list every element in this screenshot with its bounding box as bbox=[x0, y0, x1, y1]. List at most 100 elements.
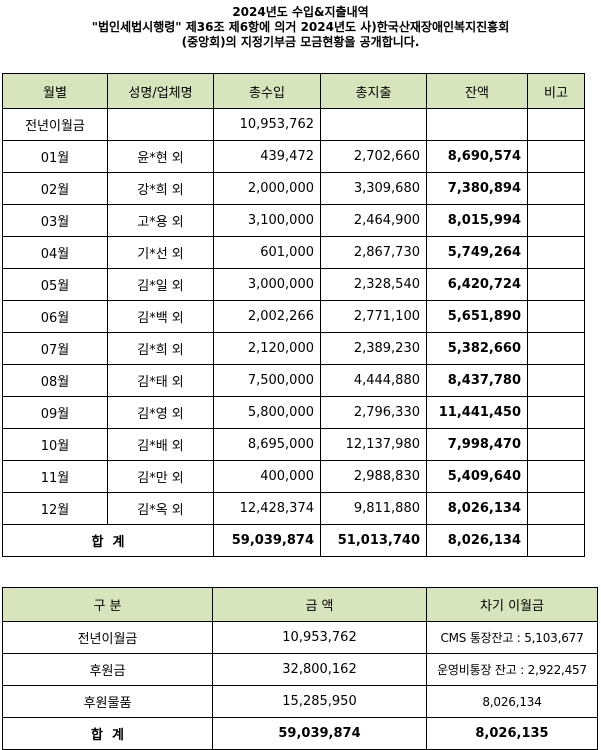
summary-category-cell: 전년이월금 bbox=[2, 621, 213, 654]
note-cell bbox=[527, 460, 585, 493]
title-line-1: 2024년도 수입&지출내역 bbox=[232, 5, 369, 19]
note-cell bbox=[527, 428, 585, 461]
name-cell: 김*배 외 bbox=[107, 428, 214, 461]
summary-amount-cell: 15,285,950 bbox=[212, 685, 427, 718]
header-balance: 잔액 bbox=[426, 73, 528, 109]
balance-cell: 11,441,450 bbox=[426, 396, 528, 429]
balance-cell: 8,026,134 bbox=[426, 492, 528, 525]
income-cell: 7,500,000 bbox=[213, 364, 321, 397]
name-cell: 김*만 외 bbox=[107, 460, 214, 493]
carryover-note bbox=[527, 108, 585, 141]
table-row: 06월 김*백 외 2,002,266 2,771,100 5,651,890 bbox=[2, 300, 585, 333]
summary-carry-cell: CMS 통장잔고 : 5,103,677 bbox=[426, 621, 598, 654]
summary-header-category: 구 분 bbox=[2, 587, 213, 622]
expense-cell: 3,309,680 bbox=[320, 172, 427, 205]
summary-amount-cell: 32,800,162 bbox=[212, 653, 427, 686]
summary-amount-cell: 10,953,762 bbox=[212, 621, 427, 654]
note-cell bbox=[527, 364, 585, 397]
header-name: 성명/업체명 bbox=[107, 73, 214, 109]
income-cell: 439,472 bbox=[213, 140, 321, 173]
balance-cell: 6,420,724 bbox=[426, 268, 528, 301]
expense-cell: 2,796,330 bbox=[320, 396, 427, 429]
header-month: 월별 bbox=[2, 73, 108, 109]
monthly-income-expense-table: 월별 성명/업체명 총수입 총지출 잔액 비고 전년이월금 10,953,762… bbox=[2, 73, 585, 557]
expense-cell: 2,464,900 bbox=[320, 204, 427, 237]
balance-cell: 5,409,640 bbox=[426, 460, 528, 493]
month-cell: 11월 bbox=[2, 460, 108, 493]
summary-row: 후원물품 15,285,950 8,026,134 bbox=[2, 685, 598, 718]
income-cell: 601,000 bbox=[213, 236, 321, 269]
page-title-block: 2024년도 수입&지출내역 "법인세법시행령" 제36조 제6항에 의거 20… bbox=[0, 5, 601, 50]
carryover-row: 전년이월금 10,953,762 bbox=[2, 108, 585, 141]
name-cell: 김*희 외 bbox=[107, 332, 214, 365]
name-cell: 윤*현 외 bbox=[107, 140, 214, 173]
summary-row: 후원금 32,800,162 운영비통장 잔고 : 2,922,457 bbox=[2, 653, 598, 686]
summary-header-amount: 금 액 bbox=[212, 587, 427, 622]
note-cell bbox=[527, 204, 585, 237]
income-cell: 3,000,000 bbox=[213, 268, 321, 301]
table-row: 10월 김*배 외 8,695,000 12,137,980 7,998,470 bbox=[2, 428, 585, 461]
income-cell: 12,428,374 bbox=[213, 492, 321, 525]
balance-cell: 7,998,470 bbox=[426, 428, 528, 461]
balance-cell: 5,382,660 bbox=[426, 332, 528, 365]
name-cell: 김*일 외 bbox=[107, 268, 214, 301]
expense-cell: 9,811,880 bbox=[320, 492, 427, 525]
header-note: 비고 bbox=[527, 73, 585, 109]
summary-carry-cell: 8,026,134 bbox=[426, 685, 598, 718]
note-cell bbox=[527, 236, 585, 269]
expense-cell: 2,771,100 bbox=[320, 300, 427, 333]
header-income: 총수입 bbox=[213, 73, 321, 109]
note-cell bbox=[527, 396, 585, 429]
summary-header-carry: 차기 이월금 bbox=[426, 587, 598, 622]
table-row: 05월 김*일 외 3,000,000 2,328,540 6,420,724 bbox=[2, 268, 585, 301]
summary-header-row: 구 분 금 액 차기 이월금 bbox=[2, 587, 598, 622]
month-cell: 03월 bbox=[2, 204, 108, 237]
table-row: 01월 윤*현 외 439,472 2,702,660 8,690,574 bbox=[2, 140, 585, 173]
balance-cell: 8,015,994 bbox=[426, 204, 528, 237]
balance-cell: 8,437,780 bbox=[426, 364, 528, 397]
carryover-label: 전년이월금 bbox=[2, 108, 108, 141]
month-cell: 04월 bbox=[2, 236, 108, 269]
table-row: 09월 김*영 외 5,800,000 2,796,330 11,441,450 bbox=[2, 396, 585, 429]
name-cell: 고*용 외 bbox=[107, 204, 214, 237]
total-label: 합 계 bbox=[2, 524, 214, 557]
expense-cell: 4,444,880 bbox=[320, 364, 427, 397]
note-cell bbox=[527, 268, 585, 301]
month-cell: 02월 bbox=[2, 172, 108, 205]
expense-cell: 2,988,830 bbox=[320, 460, 427, 493]
note-cell bbox=[527, 140, 585, 173]
note-cell bbox=[527, 172, 585, 205]
name-cell: 김*영 외 bbox=[107, 396, 214, 429]
month-cell: 09월 bbox=[2, 396, 108, 429]
expense-cell: 2,702,660 bbox=[320, 140, 427, 173]
note-cell bbox=[527, 300, 585, 333]
income-cell: 5,800,000 bbox=[213, 396, 321, 429]
balance-cell: 5,749,264 bbox=[426, 236, 528, 269]
summary-category-cell: 후원금 bbox=[2, 653, 213, 686]
name-cell: 김*태 외 bbox=[107, 364, 214, 397]
month-cell: 07월 bbox=[2, 332, 108, 365]
summary-carry-cell: 운영비통장 잔고 : 2,922,457 bbox=[426, 653, 598, 686]
balance-cell: 8,690,574 bbox=[426, 140, 528, 173]
table-row: 08월 김*태 외 7,500,000 4,444,880 8,437,780 bbox=[2, 364, 585, 397]
title-line-3: (중앙회)의 지정기부금 모금현황을 공개합니다. bbox=[181, 35, 420, 49]
balance-cell: 7,380,894 bbox=[426, 172, 528, 205]
summary-category-cell: 후원물품 bbox=[2, 685, 213, 718]
header-expense: 총지출 bbox=[320, 73, 427, 109]
carryover-balance bbox=[426, 108, 528, 141]
income-cell: 400,000 bbox=[213, 460, 321, 493]
name-cell: 기*선 외 bbox=[107, 236, 214, 269]
total-expense: 51,013,740 bbox=[320, 524, 427, 557]
table-row: 12월 김*옥 외 12,428,374 9,811,880 8,026,134 bbox=[2, 492, 585, 525]
month-cell: 08월 bbox=[2, 364, 108, 397]
month-cell: 06월 bbox=[2, 300, 108, 333]
table-row: 07월 김*희 외 2,120,000 2,389,230 5,382,660 bbox=[2, 332, 585, 365]
carryover-expense bbox=[320, 108, 427, 141]
month-cell: 10월 bbox=[2, 428, 108, 461]
income-cell: 2,000,000 bbox=[213, 172, 321, 205]
month-cell: 12월 bbox=[2, 492, 108, 525]
month-cell: 01월 bbox=[2, 140, 108, 173]
expense-cell: 12,137,980 bbox=[320, 428, 427, 461]
expense-cell: 2,389,230 bbox=[320, 332, 427, 365]
note-cell bbox=[527, 332, 585, 365]
